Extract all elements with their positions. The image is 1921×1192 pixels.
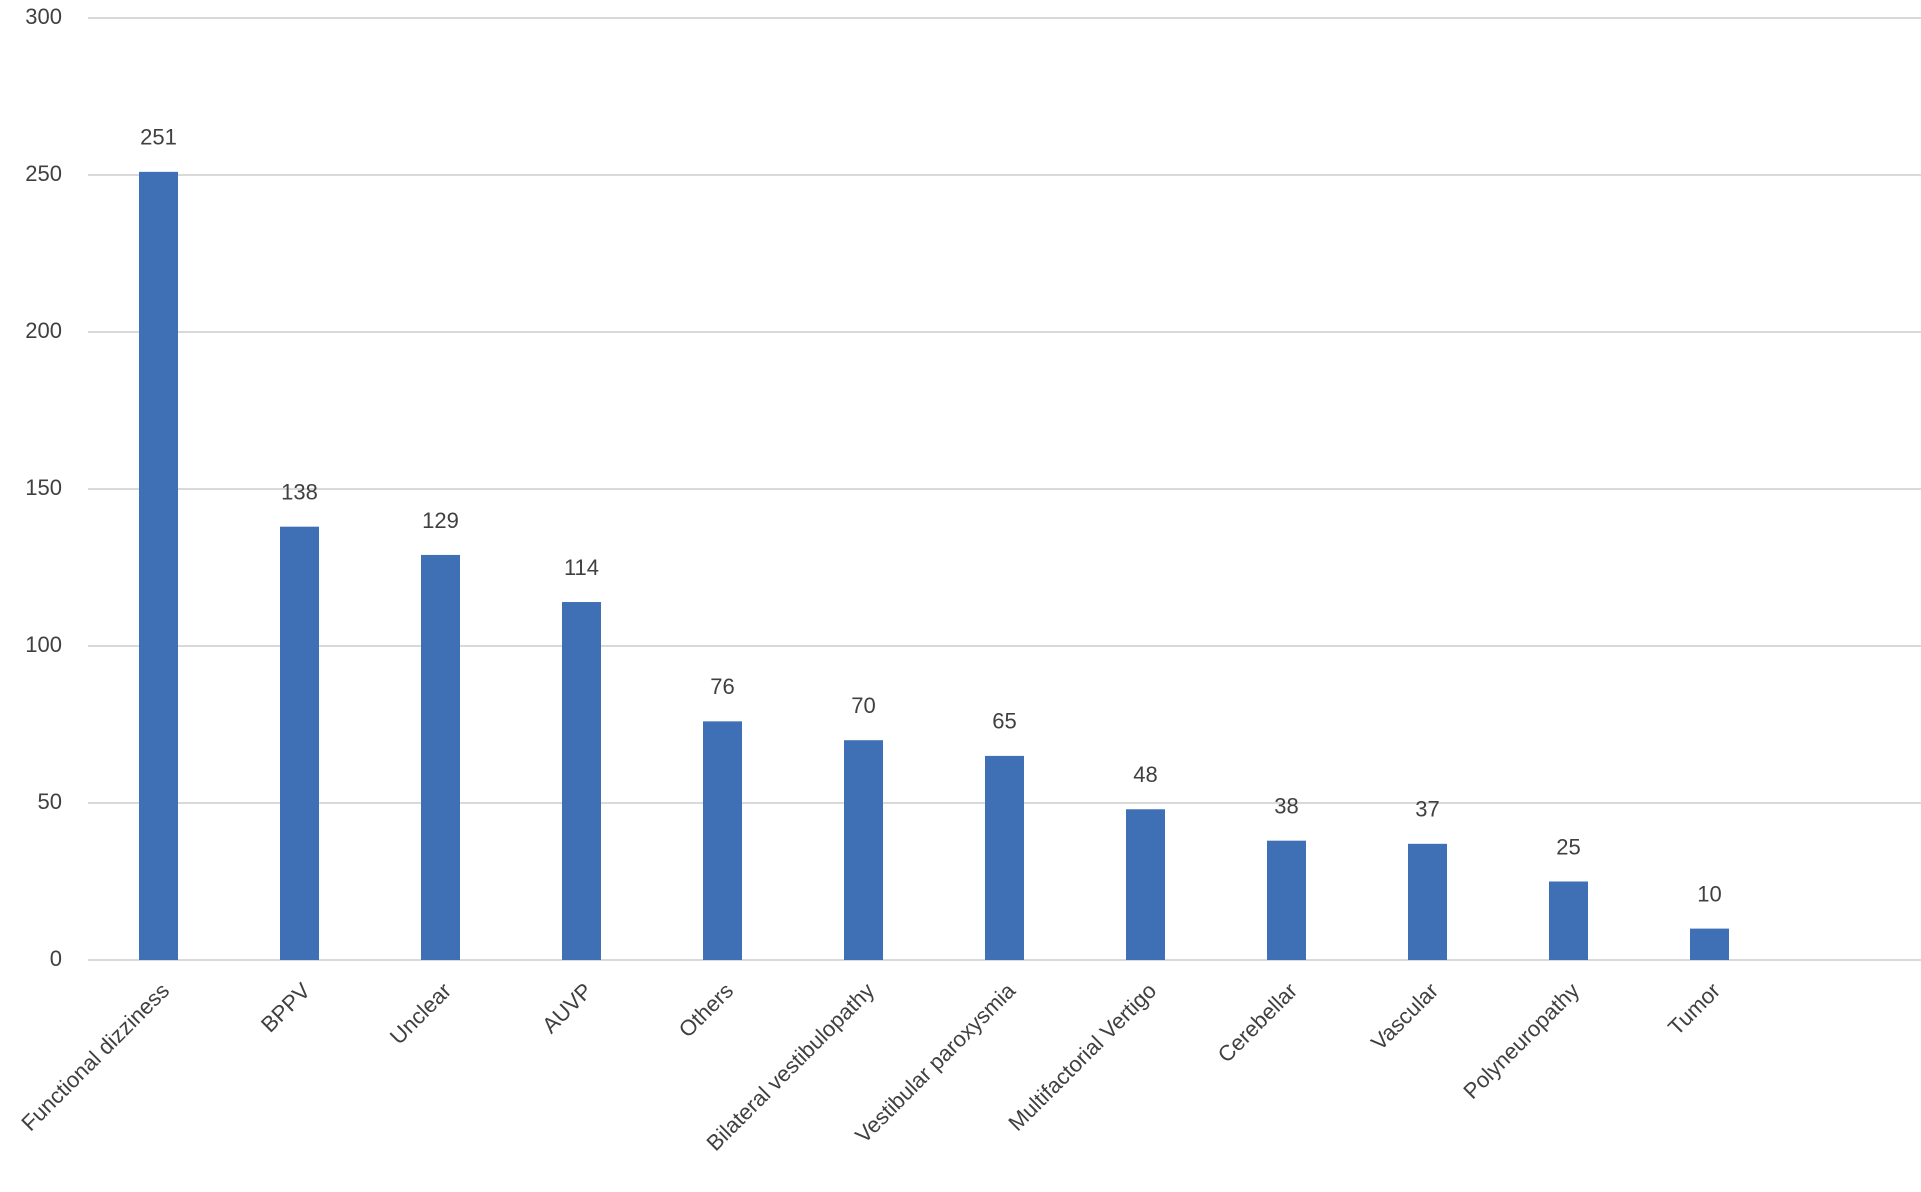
x-tick-label: Functional dizziness xyxy=(16,978,174,1136)
bar xyxy=(985,755,1024,960)
bar xyxy=(1549,881,1588,960)
x-tick-label: Others xyxy=(674,978,738,1042)
bar xyxy=(1126,809,1165,960)
x-tick-label: Vascular xyxy=(1366,978,1443,1055)
data-label: 48 xyxy=(1133,762,1157,787)
bar xyxy=(844,740,883,960)
bar xyxy=(703,721,742,960)
x-tick-label: Polyneuropathy xyxy=(1458,978,1584,1104)
y-tick-label: 150 xyxy=(25,475,62,500)
x-tick-label: Unclear xyxy=(385,978,456,1049)
data-label: 251 xyxy=(140,125,177,150)
bar xyxy=(1408,843,1447,960)
x-tick-label: Cerebellar xyxy=(1213,978,1302,1067)
data-label: 70 xyxy=(851,693,875,718)
x-tick-label: AUVP xyxy=(537,978,597,1038)
bar xyxy=(1690,928,1729,960)
x-tick-label: Tumor xyxy=(1663,978,1725,1040)
data-label: 114 xyxy=(564,555,599,580)
data-label: 10 xyxy=(1697,881,1721,906)
y-tick-label: 200 xyxy=(25,318,62,343)
data-label: 65 xyxy=(992,709,1016,734)
bar xyxy=(1267,840,1306,960)
x-tick-label: Vestibular paroxysmia xyxy=(850,977,1020,1147)
x-tick-label: Multifactorial Vertigo xyxy=(1003,978,1161,1136)
x-tick-label: BPPV xyxy=(256,978,315,1037)
y-tick-label: 0 xyxy=(50,946,62,971)
bar xyxy=(421,554,460,960)
y-tick-label: 250 xyxy=(25,161,62,186)
y-tick-label: 50 xyxy=(38,789,62,814)
data-label: 37 xyxy=(1415,797,1439,822)
data-label: 138 xyxy=(281,479,318,504)
y-tick-label: 100 xyxy=(25,632,62,657)
data-label: 129 xyxy=(422,508,459,533)
data-label: 76 xyxy=(710,674,734,699)
bar xyxy=(562,602,601,960)
bar xyxy=(280,526,319,960)
y-tick-label: 300 xyxy=(25,4,62,29)
data-label: 38 xyxy=(1274,793,1298,818)
bar xyxy=(139,171,178,961)
data-label: 25 xyxy=(1556,834,1580,859)
